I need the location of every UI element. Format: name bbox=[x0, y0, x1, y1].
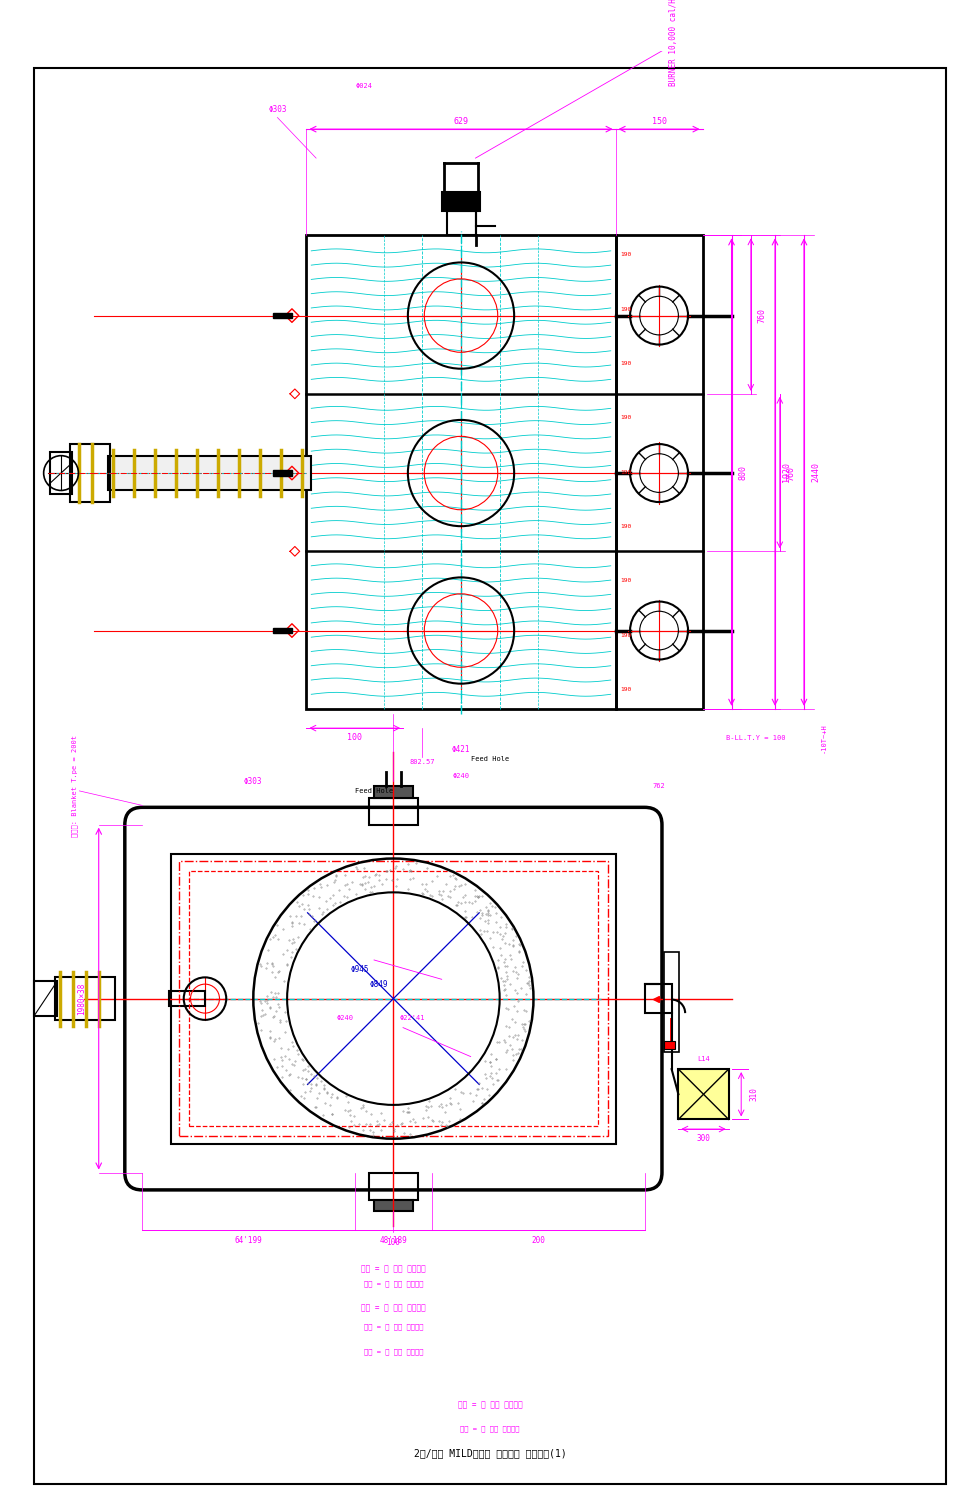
Text: Feed Hole: Feed Hole bbox=[470, 757, 510, 763]
Bar bbox=[179, 862, 608, 1136]
Bar bbox=[34, 982, 57, 1016]
Bar bbox=[50, 452, 72, 494]
Bar bbox=[272, 312, 292, 318]
Text: 치수 = 로 본체 외부치수: 치수 = 로 본체 외부치수 bbox=[361, 1265, 425, 1274]
Text: 190: 190 bbox=[620, 578, 632, 584]
Text: Φ945: Φ945 bbox=[350, 965, 368, 974]
Text: Φ240: Φ240 bbox=[453, 773, 469, 779]
Bar bbox=[170, 991, 205, 1006]
Text: 190: 190 bbox=[620, 524, 632, 528]
Text: 762: 762 bbox=[653, 784, 665, 790]
Bar bbox=[70, 444, 111, 501]
Text: 150: 150 bbox=[652, 117, 666, 126]
Bar bbox=[442, 192, 480, 212]
Text: 보냉재: Blanket T.pe = 200t: 보냉재: Blanket T.pe = 200t bbox=[72, 735, 77, 838]
Text: L14: L14 bbox=[697, 1057, 710, 1063]
Bar bbox=[447, 212, 475, 236]
Text: 802.57: 802.57 bbox=[410, 760, 435, 766]
Text: Φ421: Φ421 bbox=[452, 744, 470, 754]
Text: Φ22'41: Φ22'41 bbox=[400, 1015, 425, 1021]
Text: 310: 310 bbox=[750, 1087, 759, 1102]
Text: -10T~+H: -10T~+H bbox=[820, 723, 826, 752]
Text: 치수 = 로 본체 외부치수: 치수 = 로 본체 외부치수 bbox=[364, 1348, 423, 1354]
Text: 190: 190 bbox=[620, 470, 632, 474]
Bar bbox=[645, 985, 671, 1013]
Text: 800: 800 bbox=[739, 465, 748, 480]
Bar bbox=[374, 787, 413, 797]
Bar bbox=[172, 854, 615, 1144]
Bar bbox=[369, 1172, 417, 1199]
Text: 48'189: 48'189 bbox=[379, 1235, 408, 1244]
Bar bbox=[188, 871, 598, 1126]
Text: 100: 100 bbox=[347, 734, 363, 743]
Text: 치수 = 로 본체 외부치수: 치수 = 로 본체 외부치수 bbox=[461, 1426, 519, 1432]
Text: Φ303: Φ303 bbox=[269, 105, 287, 114]
Bar bbox=[272, 627, 292, 633]
Text: B-LL.T.Y = 100: B-LL.T.Y = 100 bbox=[726, 735, 785, 741]
Text: 190: 190 bbox=[620, 687, 632, 692]
Bar bbox=[374, 1199, 413, 1211]
Text: Φ303: Φ303 bbox=[244, 776, 263, 785]
Text: 629: 629 bbox=[454, 117, 468, 126]
Text: 200: 200 bbox=[531, 1235, 545, 1244]
Text: 190: 190 bbox=[620, 360, 632, 366]
Text: Φ240: Φ240 bbox=[336, 1015, 354, 1021]
Text: 190: 190 bbox=[620, 252, 632, 257]
Text: 190: 190 bbox=[620, 416, 632, 420]
Text: 2440: 2440 bbox=[811, 462, 820, 482]
Text: 1980×38: 1980×38 bbox=[76, 983, 86, 1015]
Bar bbox=[678, 1069, 728, 1120]
Bar bbox=[55, 977, 115, 1019]
Text: BURNER 10,000 cal/H: BURNER 10,000 cal/H bbox=[669, 0, 678, 86]
Text: 2톤/일급 MILD연소로 시작품의 제작도면(1): 2톤/일급 MILD연소로 시작품의 제작도면(1) bbox=[414, 1447, 566, 1457]
Text: 190: 190 bbox=[620, 306, 632, 312]
Text: 64'199: 64'199 bbox=[234, 1235, 263, 1244]
Text: 760: 760 bbox=[758, 308, 767, 323]
Text: 치수 = 로 본체 외부치수: 치수 = 로 본체 외부치수 bbox=[364, 1324, 423, 1330]
Bar bbox=[369, 797, 417, 824]
Text: Feed Hole: Feed Hole bbox=[355, 788, 393, 794]
Bar bbox=[615, 236, 703, 708]
Text: Φ849: Φ849 bbox=[369, 980, 388, 989]
Text: 1920: 1920 bbox=[782, 462, 791, 482]
Text: 100: 100 bbox=[386, 1238, 400, 1247]
Text: 치수 = 로 본체 외부치수: 치수 = 로 본체 외부치수 bbox=[364, 1280, 423, 1286]
Bar bbox=[663, 1042, 675, 1049]
Text: Φ024: Φ024 bbox=[356, 83, 373, 89]
Bar bbox=[272, 470, 292, 476]
Bar bbox=[109, 456, 312, 491]
Bar bbox=[307, 236, 615, 708]
Bar bbox=[663, 952, 679, 1052]
Text: 치수 = 로 본체 외부치수: 치수 = 로 본체 외부치수 bbox=[458, 1400, 522, 1409]
Text: 300: 300 bbox=[697, 1135, 710, 1144]
Text: 치수 = 로 본체 외부치수: 치수 = 로 본체 외부치수 bbox=[361, 1303, 425, 1312]
Text: 760: 760 bbox=[787, 465, 796, 480]
Text: 190: 190 bbox=[620, 632, 632, 638]
